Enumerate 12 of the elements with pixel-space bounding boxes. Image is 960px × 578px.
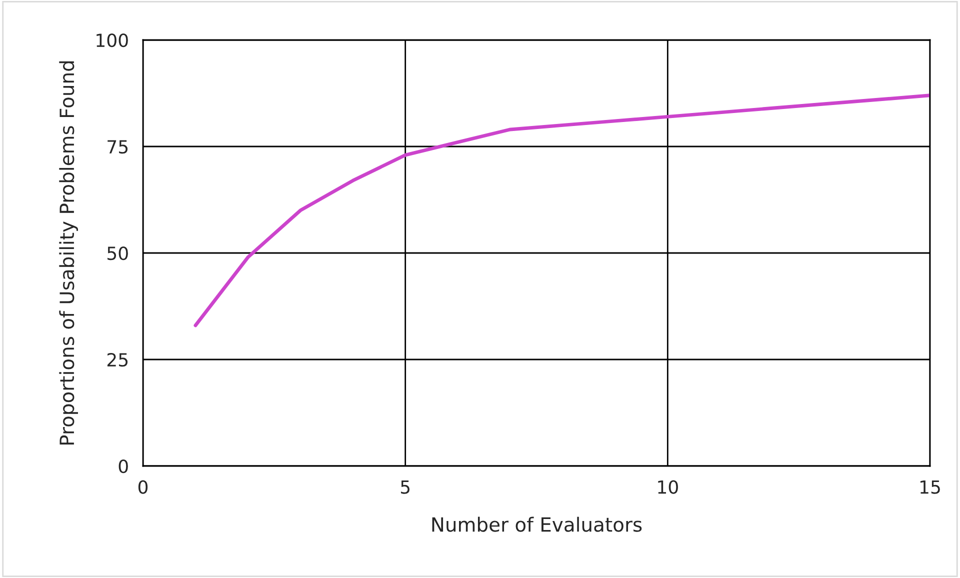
x-tick-label: 15: [920, 480, 940, 494]
y-tick-label: 0: [118, 459, 128, 474]
x-tick-label: 10: [658, 480, 678, 494]
x-tick-label: 0: [138, 480, 148, 494]
y-tick-label: 25: [107, 352, 128, 367]
y-tick-label: 100: [96, 33, 128, 48]
x-tick-label: 5: [400, 480, 410, 494]
y-axis-title: Proportions of Usability Problems Found: [59, 61, 78, 445]
y-tick-label: 75: [108, 140, 128, 154]
y-tick-label: 50: [108, 246, 128, 260]
line-series: [194, 94, 930, 328]
x-axis-title: Number of Evaluators: [432, 516, 642, 532]
